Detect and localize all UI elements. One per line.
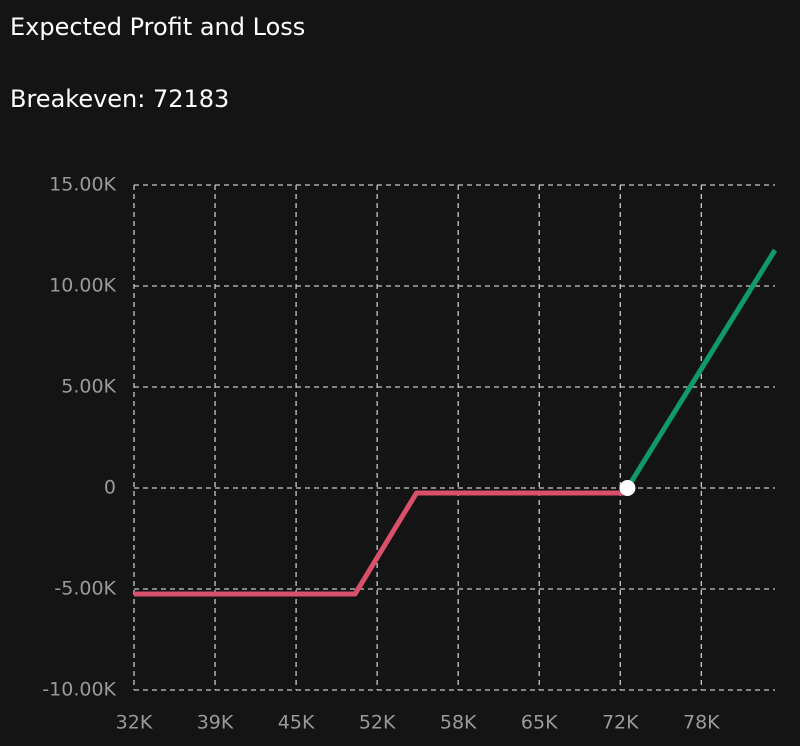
x-tick-label: 32K xyxy=(116,712,153,734)
x-tick-label: 52K xyxy=(359,712,396,734)
x-tick-label: 72K xyxy=(602,712,639,734)
breakeven-marker xyxy=(619,480,636,496)
chart-subtitle: Breakeven: 72183 xyxy=(10,85,229,113)
y-tick-label: -5.00K xyxy=(54,578,116,600)
y-tick-label: 10.00K xyxy=(49,275,116,297)
y-tick-label: 5.00K xyxy=(61,376,116,398)
x-tick-label: 58K xyxy=(440,712,477,734)
chart-title: Expected Profit and Loss xyxy=(10,13,305,41)
x-tick-label: 78K xyxy=(683,712,720,734)
x-tick-label: 65K xyxy=(521,712,558,734)
y-tick-label: 15.00K xyxy=(49,174,116,196)
y-tick-label: -10.00K xyxy=(42,679,116,701)
pnl-line xyxy=(134,490,624,597)
pnl-line xyxy=(625,248,778,490)
x-tick-label: 39K xyxy=(197,712,234,734)
y-tick-label: 0 xyxy=(104,477,116,499)
x-tick-label: 45K xyxy=(278,712,315,734)
